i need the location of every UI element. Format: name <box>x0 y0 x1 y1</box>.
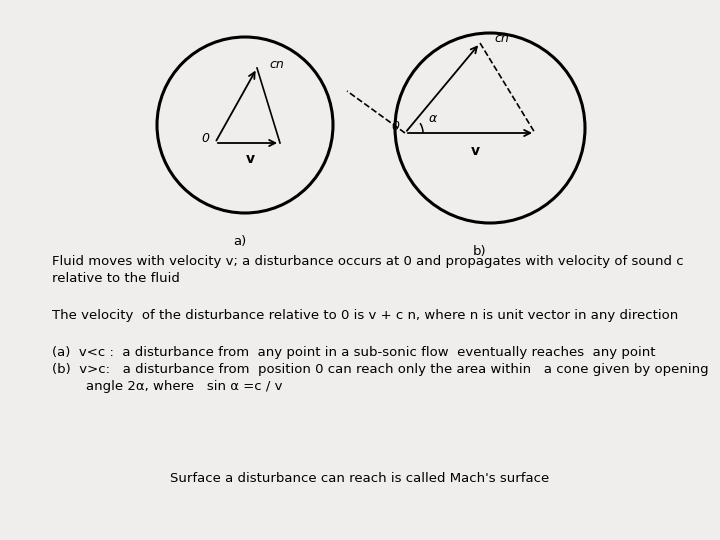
Text: a): a) <box>233 235 247 248</box>
Text: v: v <box>470 144 480 158</box>
Text: Surface a disturbance can reach is called Mach's surface: Surface a disturbance can reach is calle… <box>171 472 549 485</box>
Text: 0: 0 <box>391 120 399 133</box>
Text: (b)  v>c:   a disturbance from  position 0 can reach only the area within   a co: (b) v>c: a disturbance from position 0 c… <box>52 363 708 376</box>
Text: relative to the fluid: relative to the fluid <box>52 272 180 285</box>
Text: 0: 0 <box>201 132 209 145</box>
Text: v: v <box>246 152 254 166</box>
Text: angle 2α, where   sin α =c / v: angle 2α, where sin α =c / v <box>52 380 282 393</box>
Text: The velocity  of the disturbance relative to 0 is v + c n, where n is unit vecto: The velocity of the disturbance relative… <box>52 309 678 322</box>
Text: Fluid moves with velocity v; a disturbance occurs at 0 and propagates with veloc: Fluid moves with velocity v; a disturban… <box>52 255 683 268</box>
Text: cn: cn <box>495 32 509 45</box>
Text: α: α <box>429 112 437 125</box>
Text: cn: cn <box>269 58 284 71</box>
Text: (a)  v<c :  a disturbance from  any point in a sub-sonic flow  eventually reache: (a) v<c : a disturbance from any point i… <box>52 346 655 359</box>
Text: b): b) <box>473 245 487 258</box>
